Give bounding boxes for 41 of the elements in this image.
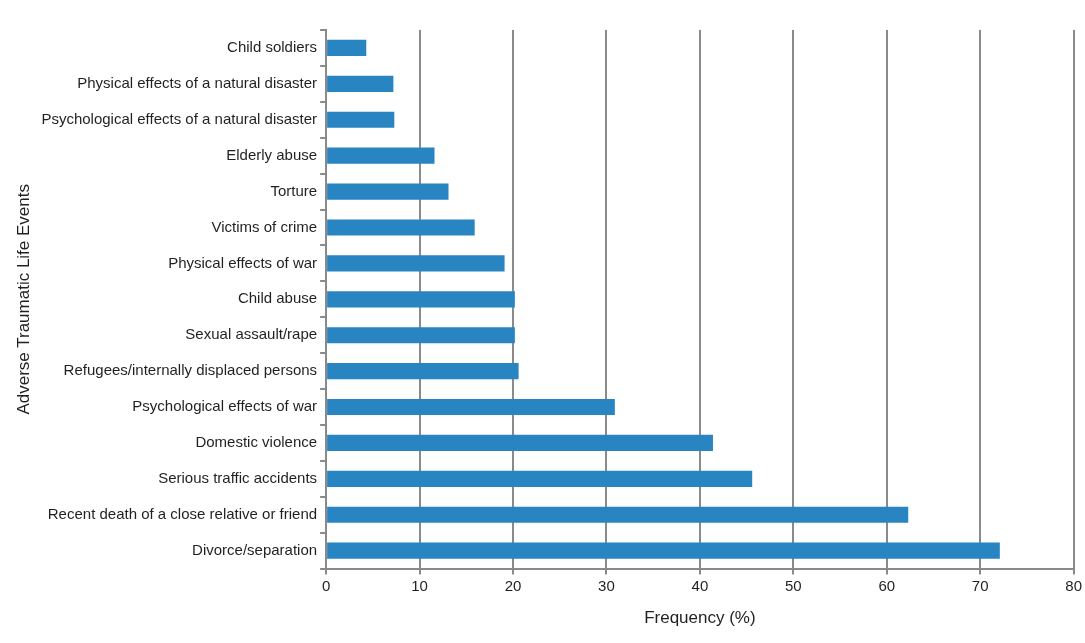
y-tick-label: Refugees/internally displaced persons (63, 361, 318, 379)
bar (327, 363, 519, 380)
bar (327, 255, 505, 272)
x-tick-label: 40 (691, 576, 709, 594)
x-tick-label: 10 (411, 576, 428, 594)
x-tick-label: 60 (878, 576, 896, 594)
x-tick-label: 50 (784, 576, 802, 594)
y-axis-title: Adverse Traumatic Life Events (13, 184, 33, 415)
bar (327, 398, 615, 416)
bar (327, 147, 435, 164)
bar (327, 39, 367, 57)
y-tick-label: Physical effects of a natural disaster (77, 74, 318, 91)
y-tick-label: Physical effects of war (168, 253, 318, 271)
bar (327, 291, 515, 308)
x-tick-label: 80 (1065, 576, 1082, 594)
y-tick-label: Divorce/separation (192, 540, 318, 558)
y-tick-label: Sexual assault/rape (185, 325, 318, 343)
y-tick-label: Recent death of a close relative or friend (47, 504, 318, 522)
bar (327, 219, 475, 236)
bar (327, 506, 909, 523)
x-tick-label: 20 (504, 576, 522, 594)
x-tick-label: 30 (598, 576, 615, 594)
bar (327, 542, 1000, 559)
x-axis-title: Frequency (%) (644, 608, 756, 628)
x-tick-label: 0 (321, 576, 331, 594)
x-tick-label: 70 (971, 576, 989, 594)
y-tick-label: Psychological effects of a natural disaster (41, 109, 318, 127)
y-tick-label: Domestic violence (195, 433, 318, 451)
y-tick-label: Torture (270, 181, 318, 199)
y-tick-label: Serious traffic accidents (158, 468, 318, 486)
bar (327, 183, 449, 200)
bar (327, 327, 515, 344)
y-tick-label: Victims of crime (211, 217, 318, 235)
bar (327, 75, 394, 92)
y-tick-label: Elderly abuse (226, 145, 318, 163)
bar (327, 111, 395, 128)
bar (327, 470, 753, 487)
y-tick-label: Psychological effects of war (132, 397, 318, 415)
y-tick-label: Child soldiers (227, 38, 318, 56)
bar (327, 434, 713, 452)
y-tick-label: Child abuse (237, 289, 318, 307)
